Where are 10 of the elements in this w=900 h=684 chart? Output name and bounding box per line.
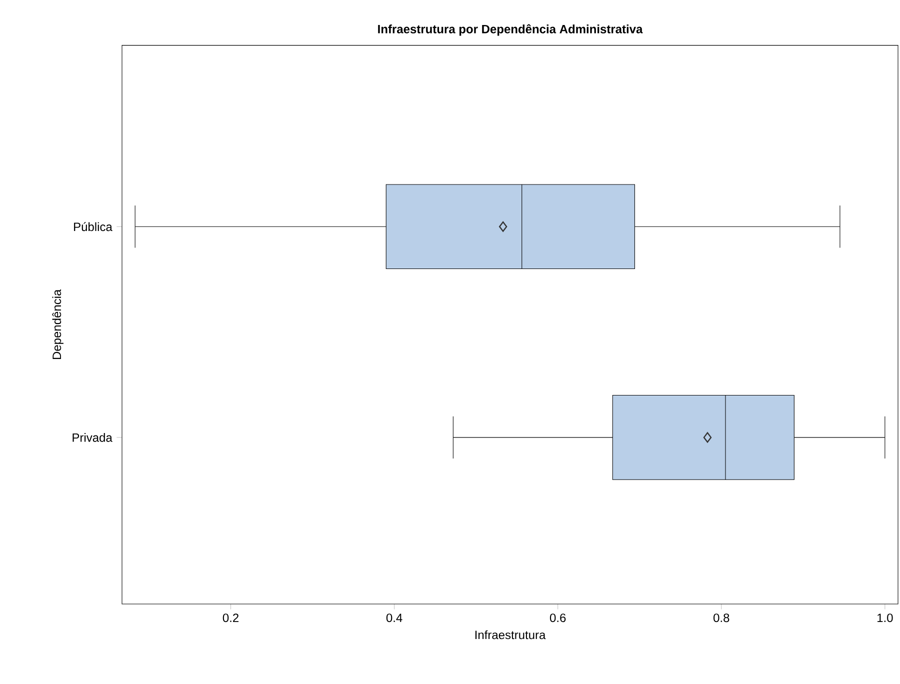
y-axis-title: Dependência [52,289,64,360]
chart-title: Infraestrutura por Dependência Administrativa [378,24,643,36]
y-tick-label: Pública [74,222,112,232]
x-tick-label: 0.8 [714,614,730,622]
x-tick-label: 0.6 [550,614,566,622]
x-tick-label: 0.2 [222,614,238,622]
x-tick-label: 0.4 [386,614,402,622]
y-tick-label: Privada [72,433,112,442]
x-tick-label: 1.0 [878,614,893,622]
x-axis-title: Infraestrutura [475,630,546,640]
